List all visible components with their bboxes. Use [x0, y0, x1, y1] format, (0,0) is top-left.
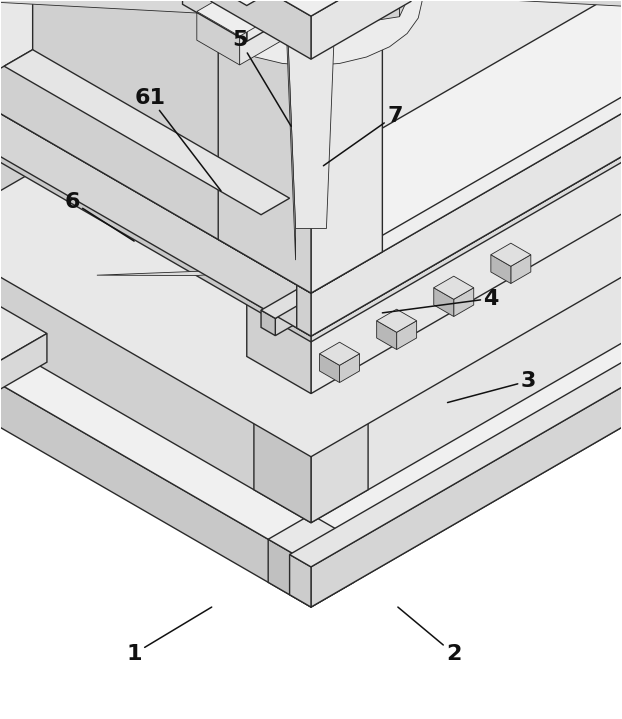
Polygon shape: [0, 102, 311, 342]
Polygon shape: [311, 237, 622, 607]
Polygon shape: [340, 354, 360, 383]
Polygon shape: [0, 0, 622, 270]
Polygon shape: [0, 234, 311, 607]
Polygon shape: [0, 0, 311, 49]
Polygon shape: [297, 0, 622, 293]
Polygon shape: [200, 0, 422, 65]
Polygon shape: [0, 47, 311, 523]
Polygon shape: [97, 267, 311, 275]
Polygon shape: [218, 0, 311, 293]
Polygon shape: [0, 0, 622, 293]
Polygon shape: [261, 310, 276, 336]
Polygon shape: [247, 0, 622, 42]
Polygon shape: [491, 243, 531, 266]
Polygon shape: [311, 47, 622, 523]
Polygon shape: [261, 87, 622, 319]
Polygon shape: [434, 276, 474, 299]
Polygon shape: [0, 0, 622, 564]
Text: 6: 6: [64, 192, 134, 241]
Polygon shape: [197, 0, 282, 36]
Polygon shape: [0, 4, 311, 336]
Text: 61: 61: [134, 88, 221, 191]
Polygon shape: [268, 515, 354, 564]
Polygon shape: [0, 0, 311, 293]
Polygon shape: [290, 554, 311, 607]
Polygon shape: [254, 270, 368, 336]
Polygon shape: [0, 301, 47, 375]
Polygon shape: [0, 0, 622, 336]
Polygon shape: [182, 0, 622, 6]
Polygon shape: [311, 102, 622, 342]
Polygon shape: [4, 50, 290, 215]
Polygon shape: [311, 303, 368, 523]
Polygon shape: [297, 0, 622, 12]
Polygon shape: [297, 285, 311, 336]
Polygon shape: [0, 0, 383, 6]
Polygon shape: [327, 0, 337, 4]
Polygon shape: [247, 0, 622, 84]
Polygon shape: [218, 0, 383, 20]
Polygon shape: [453, 288, 474, 316]
Polygon shape: [434, 288, 453, 316]
Polygon shape: [311, 152, 411, 267]
Text: 7: 7: [323, 106, 402, 166]
Text: 3: 3: [448, 371, 536, 403]
Polygon shape: [26, 0, 596, 170]
Polygon shape: [239, 12, 282, 65]
Polygon shape: [311, 234, 622, 607]
Polygon shape: [279, 0, 399, 35]
Polygon shape: [0, 0, 33, 91]
Polygon shape: [311, 0, 622, 13]
Polygon shape: [311, 47, 622, 393]
Text: 2: 2: [398, 607, 462, 664]
Polygon shape: [311, 0, 411, 59]
Polygon shape: [268, 539, 311, 607]
Polygon shape: [399, 0, 432, 17]
Polygon shape: [247, 299, 311, 393]
Polygon shape: [247, 10, 622, 336]
Polygon shape: [377, 309, 417, 332]
Polygon shape: [491, 255, 511, 283]
Polygon shape: [311, 0, 374, 37]
Polygon shape: [311, 4, 622, 336]
Polygon shape: [0, 0, 311, 19]
Polygon shape: [247, 0, 622, 142]
Polygon shape: [320, 342, 360, 365]
Polygon shape: [190, 0, 279, 35]
Polygon shape: [248, 0, 311, 37]
Polygon shape: [377, 321, 397, 349]
Polygon shape: [211, 0, 411, 16]
Polygon shape: [0, 11, 622, 457]
Polygon shape: [0, 0, 622, 325]
Polygon shape: [290, 224, 622, 567]
Polygon shape: [320, 354, 340, 383]
Polygon shape: [285, 0, 295, 260]
Polygon shape: [397, 321, 417, 349]
Polygon shape: [311, 0, 383, 293]
Polygon shape: [197, 12, 239, 65]
Polygon shape: [311, 0, 354, 293]
Polygon shape: [254, 303, 311, 523]
Text: 4: 4: [383, 288, 499, 313]
Polygon shape: [276, 96, 622, 336]
Polygon shape: [511, 255, 531, 283]
Polygon shape: [0, 334, 47, 403]
Polygon shape: [311, 0, 368, 11]
Polygon shape: [182, 0, 247, 42]
Polygon shape: [254, 0, 311, 11]
Polygon shape: [285, 0, 337, 229]
Polygon shape: [211, 0, 311, 59]
Polygon shape: [0, 0, 354, 20]
Polygon shape: [311, 0, 383, 49]
Text: 1: 1: [126, 607, 211, 664]
Polygon shape: [297, 0, 622, 55]
Text: 5: 5: [232, 30, 291, 127]
Polygon shape: [311, 4, 622, 336]
Polygon shape: [311, 539, 354, 607]
